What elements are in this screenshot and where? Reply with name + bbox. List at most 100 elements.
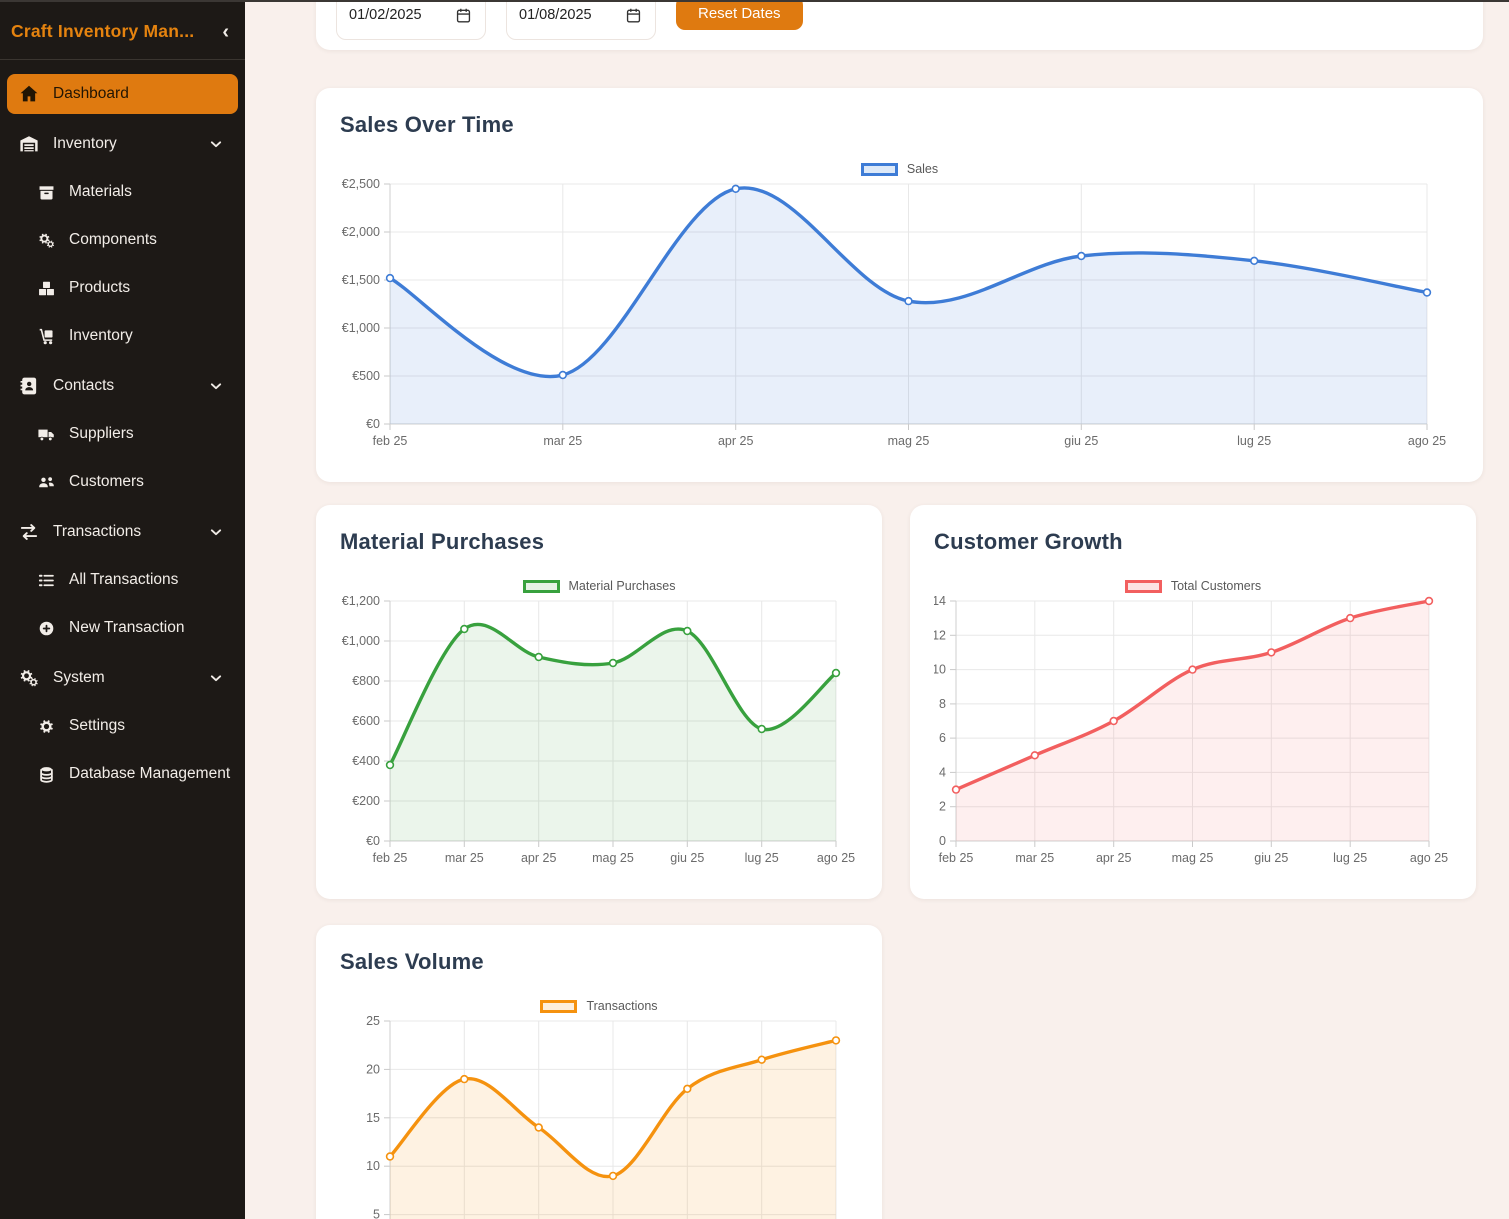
calendar-icon[interactable] bbox=[624, 6, 643, 25]
legend-label: Sales bbox=[906, 162, 939, 176]
legend-swatch bbox=[1124, 579, 1162, 593]
sidebar-item-inventory[interactable]: Inventory bbox=[7, 124, 238, 164]
sidebar-item-database-management[interactable]: Database Management bbox=[7, 754, 238, 794]
sidebar-item-contacts[interactable]: Contacts bbox=[7, 366, 238, 406]
box-icon bbox=[37, 183, 56, 202]
svg-text:feb 25: feb 25 bbox=[939, 851, 974, 865]
svg-text:4: 4 bbox=[939, 765, 946, 779]
legend-swatch bbox=[540, 999, 578, 1013]
gear-icon bbox=[37, 717, 56, 736]
date-to-value: 01/08/2025 bbox=[519, 7, 592, 23]
material-purchases-title: Material Purchases bbox=[340, 529, 545, 554]
sidebar-item-suppliers[interactable]: Suppliers bbox=[7, 414, 238, 454]
sidebar-item-label: Suppliers bbox=[69, 425, 134, 442]
sidebar-item-all-transactions[interactable]: All Transactions bbox=[7, 560, 238, 600]
customer-growth-chart[interactable]: 0 2 4 6 8 10 12 14 feb 25 mar 25 apr 25 mag 25 giu 2… bbox=[934, 595, 1451, 875]
home-icon bbox=[18, 83, 40, 105]
address-book-icon bbox=[18, 375, 40, 397]
svg-text:€600: €600 bbox=[352, 714, 380, 728]
date-filter-bar: 01/02/2025 01/08/2025 Reset Dates bbox=[316, 0, 1483, 50]
svg-text:€400: €400 bbox=[352, 754, 380, 768]
sidebar-item-inventory[interactable]: Inventory bbox=[7, 316, 238, 356]
svg-text:0: 0 bbox=[939, 834, 946, 848]
svg-text:giu 25: giu 25 bbox=[1064, 434, 1098, 448]
legend-swatch bbox=[522, 579, 560, 593]
svg-text:lug 25: lug 25 bbox=[1237, 434, 1271, 448]
sidebar-item-settings[interactable]: Settings bbox=[7, 706, 238, 746]
sidebar-item-dashboard[interactable]: Dashboard bbox=[7, 74, 238, 114]
users-icon bbox=[37, 473, 56, 492]
sidebar: Craft Inventory Man... ‹ Dashboard Invent… bbox=[0, 0, 245, 1219]
svg-text:mag 25: mag 25 bbox=[592, 851, 634, 865]
svg-text:2: 2 bbox=[939, 800, 946, 814]
legend-label: Transactions bbox=[586, 999, 658, 1013]
sidebar-item-transactions[interactable]: Transactions bbox=[7, 512, 238, 552]
material-purchases-card: Material Purchases Material Purchases €0… bbox=[316, 505, 882, 899]
gears-icon bbox=[37, 231, 56, 250]
svg-text:20: 20 bbox=[366, 1062, 380, 1076]
customer-growth-card: Customer Growth Total Customers 0 2 4 6 8 10 1… bbox=[910, 505, 1476, 899]
list-icon bbox=[37, 571, 56, 590]
reset-dates-button[interactable]: Reset Dates bbox=[676, 0, 803, 30]
customer-growth-title: Customer Growth bbox=[934, 529, 1123, 554]
material-purchases-legend[interactable]: Material Purchases bbox=[340, 579, 858, 593]
svg-text:mar 25: mar 25 bbox=[445, 851, 484, 865]
svg-text:apr 25: apr 25 bbox=[521, 851, 556, 865]
svg-text:10: 10 bbox=[366, 1159, 380, 1173]
material-purchases-chart[interactable]: €0 €200 €400 €600 €800 €1,000 €1,200 feb 25 mar … bbox=[340, 595, 857, 875]
date-to-field[interactable]: 01/08/2025 bbox=[506, 0, 656, 40]
svg-text:lug 25: lug 25 bbox=[1333, 851, 1367, 865]
svg-text:14: 14 bbox=[934, 595, 946, 608]
sidebar-item-label: Products bbox=[69, 279, 131, 296]
sidebar-item-label: Contacts bbox=[53, 377, 115, 394]
svg-text:€0: €0 bbox=[366, 417, 380, 431]
sales-volume-legend[interactable]: Transactions bbox=[340, 999, 858, 1013]
svg-text:€1,500: €1,500 bbox=[342, 273, 380, 287]
warehouse-icon bbox=[18, 133, 40, 155]
sidebar-item-label: Inventory bbox=[53, 135, 117, 152]
gears-icon bbox=[18, 667, 40, 689]
svg-text:5: 5 bbox=[373, 1208, 380, 1219]
svg-text:giu 25: giu 25 bbox=[1254, 851, 1288, 865]
svg-text:mar 25: mar 25 bbox=[1015, 851, 1054, 865]
date-from-value: 01/02/2025 bbox=[349, 7, 422, 23]
svg-text:ago 25: ago 25 bbox=[817, 851, 855, 865]
sales-legend[interactable]: Sales bbox=[340, 162, 1459, 176]
sidebar-item-system[interactable]: System bbox=[7, 658, 238, 698]
sales-over-time-chart[interactable]: €0 €500 €1,000 €1,500 €2,000 €2,500 feb 25 mar … bbox=[340, 178, 1457, 458]
sidebar-item-components[interactable]: Components bbox=[7, 220, 238, 260]
legend-label: Material Purchases bbox=[568, 579, 676, 593]
chevron-down-icon bbox=[206, 376, 226, 396]
sidebar-item-label: Dashboard bbox=[53, 85, 129, 102]
sidebar-item-label: Transactions bbox=[53, 523, 142, 540]
main-content: 01/02/2025 01/08/2025 Reset Dates Sales … bbox=[245, 0, 1509, 1219]
svg-text:feb 25: feb 25 bbox=[373, 851, 408, 865]
svg-text:apr 25: apr 25 bbox=[718, 434, 753, 448]
truck-icon bbox=[37, 425, 56, 444]
svg-text:mag 25: mag 25 bbox=[888, 434, 930, 448]
sidebar-item-label: Inventory bbox=[69, 327, 133, 344]
legend-label: Total Customers bbox=[1170, 579, 1262, 593]
chevron-down-icon bbox=[206, 668, 226, 688]
sidebar-item-customers[interactable]: Customers bbox=[7, 462, 238, 502]
app-title: Craft Inventory Man... bbox=[11, 21, 195, 41]
svg-text:mar 25: mar 25 bbox=[543, 434, 582, 448]
svg-text:ago 25: ago 25 bbox=[1410, 851, 1448, 865]
sidebar-item-materials[interactable]: Materials bbox=[7, 172, 238, 212]
sidebar-item-products[interactable]: Products bbox=[7, 268, 238, 308]
calendar-icon[interactable] bbox=[454, 6, 473, 25]
window-top-edge bbox=[0, 0, 1509, 2]
sales-volume-title: Sales Volume bbox=[340, 949, 484, 974]
sidebar-header: Craft Inventory Man... ‹ bbox=[0, 0, 245, 60]
sidebar-item-new-transaction[interactable]: New Transaction bbox=[7, 608, 238, 648]
sidebar-collapse-icon[interactable]: ‹ bbox=[222, 20, 229, 43]
date-from-field[interactable]: 01/02/2025 bbox=[336, 0, 486, 40]
plus-circle-icon bbox=[37, 619, 56, 638]
sidebar-nav: Dashboard Inventory Materials Components Pro… bbox=[0, 60, 245, 794]
svg-text:12: 12 bbox=[934, 628, 946, 642]
customer-growth-legend[interactable]: Total Customers bbox=[934, 579, 1452, 593]
svg-text:apr 25: apr 25 bbox=[1096, 851, 1131, 865]
chevron-down-icon bbox=[206, 522, 226, 542]
svg-text:€2,500: €2,500 bbox=[342, 178, 380, 191]
